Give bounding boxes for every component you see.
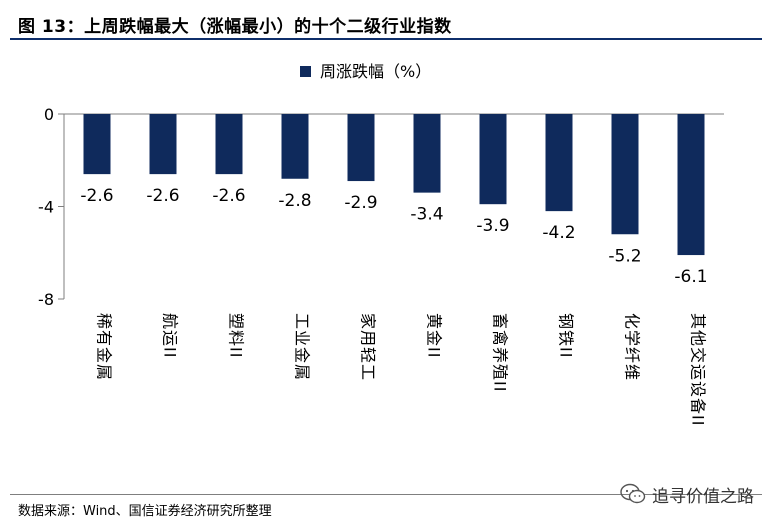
bar [479,114,507,205]
x-tick-label: 钢铁II [557,313,576,358]
watermark-text: 追寻价值之路 [652,486,754,507]
data-label: -3.4 [410,205,443,225]
data-label: -3.9 [476,216,509,236]
x-tick-label: 稀有金属 [95,313,114,381]
legend-label: 周涨跌幅（%） [320,62,431,81]
title-bar: 图 13：上周跌幅最大（涨幅最小）的十个二级行业指数 [10,8,762,40]
wechat-icon [620,483,646,504]
bar [83,114,111,175]
bar-chart: 周涨跌幅（%） 0 -4 -8 -2.6 稀有金属 -2.6 航运II -2.6 塑料II -2.8… [38,62,724,426]
bar [413,114,441,193]
x-tick-label: 工业金属 [293,313,312,381]
data-label: -4.2 [542,223,575,243]
x-tick-label: 黄金II [425,313,444,358]
watermark: 追寻价值之路 [620,480,754,508]
bar [545,114,573,212]
data-label: -2.6 [146,186,179,206]
y-tick-label: 0 [44,105,54,124]
footer-divider [10,494,762,495]
x-tick-label: 畜禽养殖II [491,313,510,392]
data-label: -2.6 [212,186,245,206]
y-tick-label: -8 [38,290,54,309]
bar [677,114,705,256]
y-tick-label: -4 [38,198,54,217]
figure-title: 图 13：上周跌幅最大（涨幅最小）的十个二级行业指数 [18,17,452,37]
bar [611,114,639,235]
data-label: -2.9 [344,193,377,213]
bar [215,114,243,175]
source-note: 数据来源：Wind、国信证券经济研究所整理 [18,504,272,519]
data-label: -2.8 [278,191,311,211]
data-label: -2.6 [80,186,113,206]
data-label: -6.1 [674,267,707,287]
bar [149,114,177,175]
x-tick-label: 化学纤维 [623,313,642,381]
x-tick-label: 其他交运设备II [689,313,708,426]
x-tick-label: 航运II [161,313,180,358]
bar [347,114,375,182]
data-label: -5.2 [608,246,641,266]
x-tick-label: 家用轻工 [359,313,378,381]
legend-swatch [300,66,311,77]
x-tick-label: 塑料II [227,313,246,358]
bar [281,114,309,179]
